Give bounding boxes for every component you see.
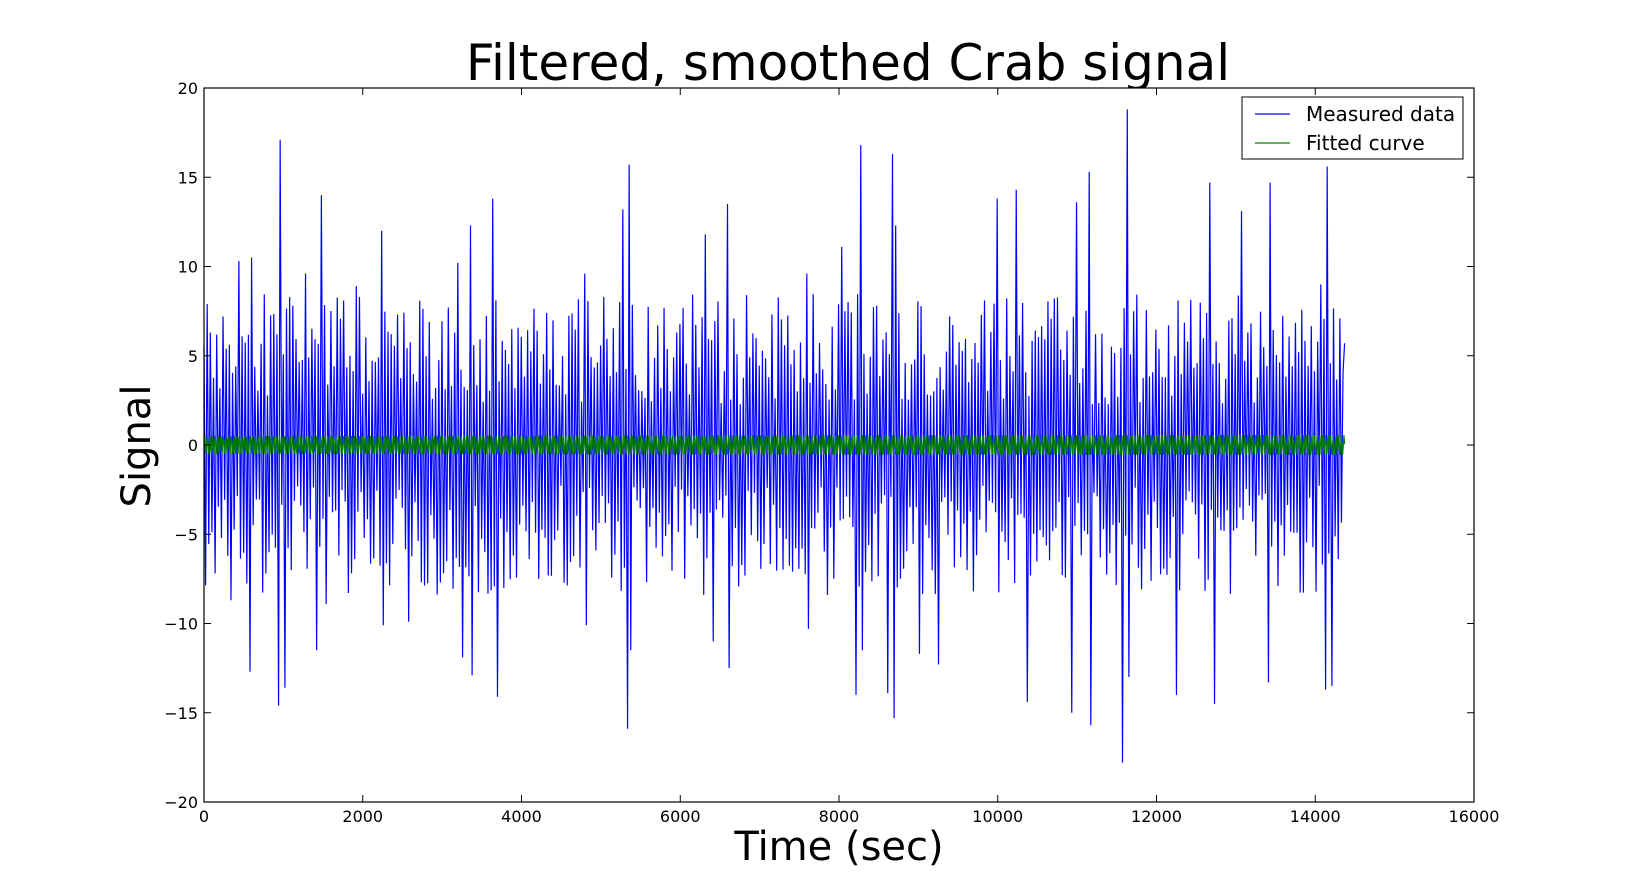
y-axis: −20 −15 −10 −5 0 5 10 15 20: [164, 79, 1474, 812]
series-line-measured-data: [203, 109, 1346, 763]
x-axis-label: Time (sec): [733, 824, 943, 870]
x-tick-label: 14000: [1290, 807, 1341, 826]
x-tick-label: 12000: [1131, 807, 1182, 826]
y-tick-label: 10: [178, 258, 198, 277]
x-tick-label: 0: [199, 807, 209, 826]
y-tick-label: 0: [188, 436, 198, 455]
y-tick-label: −15: [164, 704, 198, 723]
legend: Measured data Fitted curve: [1241, 96, 1464, 160]
y-tick-label: −20: [164, 793, 198, 812]
series-line-fitted-curve: [203, 435, 1346, 455]
x-axis: 0 2000 4000 6000 8000 10000 12000 14000 16000: [199, 88, 1500, 826]
y-axis-label: Signal: [114, 385, 160, 508]
legend-label-fitted-curve: Fitted curve: [1306, 131, 1425, 155]
y-tick-label: 5: [188, 347, 198, 366]
x-tick-label: 16000: [1449, 807, 1500, 826]
legend-box: [1241, 96, 1464, 160]
y-tick-label: 15: [178, 168, 198, 187]
x-tick-label: 6000: [660, 807, 701, 826]
y-tick-label: −10: [164, 615, 198, 634]
series-layer: [203, 109, 1346, 763]
x-tick-label: 2000: [342, 807, 383, 826]
x-tick-label: 4000: [501, 807, 542, 826]
y-tick-label: 20: [178, 79, 198, 98]
x-tick-label: 10000: [972, 807, 1023, 826]
chart-title: Filtered, smoothed Crab signal: [466, 34, 1230, 92]
legend-label-measured-data: Measured data: [1306, 102, 1455, 126]
x-tick-label: 8000: [819, 807, 860, 826]
y-tick-label: −5: [174, 525, 198, 544]
